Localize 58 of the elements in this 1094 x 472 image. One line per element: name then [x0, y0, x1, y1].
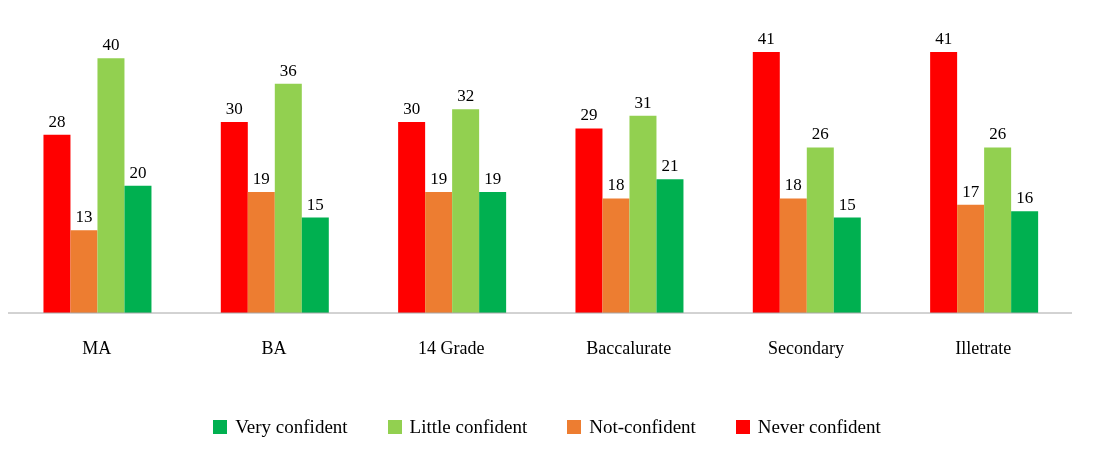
data-label: 40: [102, 35, 120, 55]
data-label: 19: [430, 169, 448, 189]
bar: [779, 198, 807, 313]
bar: [43, 134, 71, 313]
bar: [301, 217, 329, 313]
data-label: 41: [935, 29, 953, 48]
data-label: 30: [225, 99, 243, 119]
data-label: 36: [279, 60, 297, 80]
data-label: 41: [757, 29, 775, 48]
data-label: 19: [252, 169, 270, 189]
bar: [806, 147, 834, 313]
x-tick-label: Secondary: [768, 337, 844, 358]
bar: [1011, 211, 1039, 313]
bar: [984, 147, 1012, 313]
bar: [479, 192, 507, 313]
bar: [575, 128, 603, 313]
data-label: 29: [580, 105, 598, 125]
data-label: 32: [457, 86, 475, 106]
bar: [833, 217, 861, 313]
legend-label: Not-confident: [589, 416, 696, 438]
data-label: 26: [989, 124, 1007, 144]
bar: [752, 52, 780, 313]
bar: [398, 122, 426, 313]
data-label: 19: [484, 169, 502, 189]
data-label: 15: [306, 194, 324, 214]
bar: [656, 179, 684, 313]
bar: [425, 192, 453, 313]
bar: [452, 109, 480, 313]
data-label: 18: [607, 175, 625, 195]
bar: [247, 192, 275, 313]
bar: [274, 83, 302, 313]
data-label: 21: [661, 156, 679, 176]
legend-label: Very confident: [235, 416, 348, 438]
legend-label: Little confident: [409, 416, 528, 438]
x-tick-label: 14 Grade: [418, 337, 485, 358]
x-tick-label: Baccalurate: [586, 337, 672, 358]
legend-label: Never confident: [757, 416, 881, 438]
data-label: 31: [634, 92, 652, 112]
data-label: 26: [811, 124, 829, 144]
x-tick-label: BA: [261, 337, 287, 358]
data-label: 17: [962, 181, 980, 201]
bar: [629, 115, 657, 313]
bar: [70, 230, 98, 313]
data-label: 13: [75, 207, 93, 227]
x-tick-label: MA: [82, 337, 112, 358]
data-label: 30: [403, 99, 421, 119]
data-label: 16: [1016, 188, 1034, 208]
data-label: 18: [784, 175, 802, 195]
bar: [124, 185, 152, 313]
data-label: 20: [129, 162, 147, 182]
bar: [97, 58, 125, 313]
bar: [602, 198, 630, 313]
x-tick-label: Illetrate: [955, 337, 1012, 358]
bar: [957, 204, 985, 313]
bar: [220, 122, 248, 313]
data-label: 15: [838, 194, 856, 214]
data-label: 28: [48, 111, 66, 131]
bar: [930, 52, 958, 313]
